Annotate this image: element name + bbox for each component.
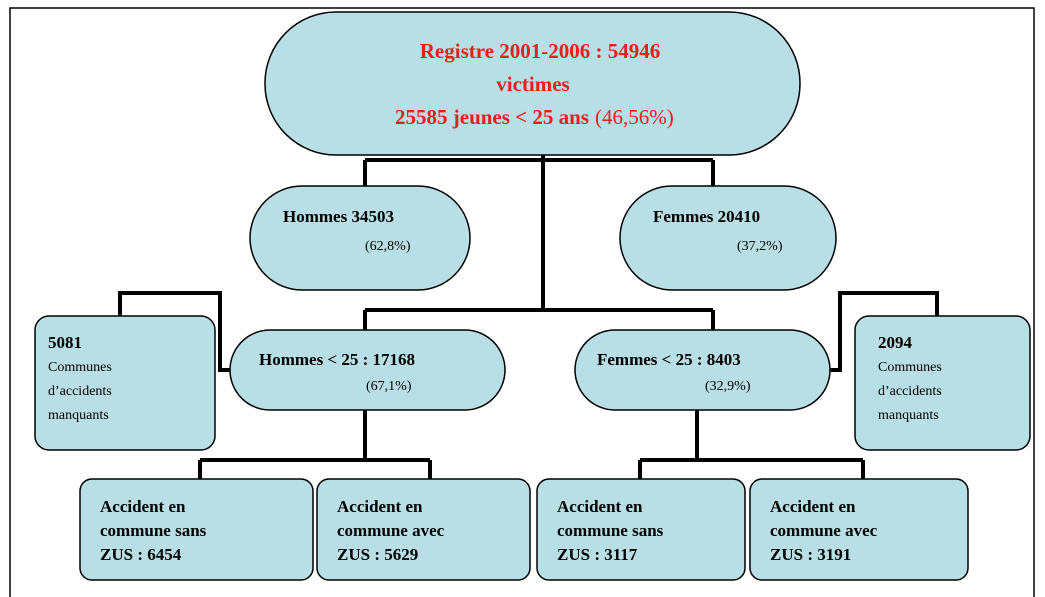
- leaf-line: commune avec: [337, 521, 445, 540]
- leaf-line: commune sans: [100, 521, 207, 540]
- node-number: 5081: [48, 333, 82, 352]
- node-line: Communes: [48, 360, 112, 375]
- root-line: Registre 2001-2006 : 54946: [420, 39, 661, 63]
- node-line: Communes: [878, 360, 942, 375]
- node-percent: (32,9%): [705, 379, 751, 394]
- leaves: Accident en commune sans ZUS : 6454 Acciden…: [79, 478, 969, 581]
- leaf-node: [536, 478, 746, 581]
- node-label: Hommes < 25 : 17168: [259, 350, 415, 369]
- node-label: Hommes 34503: [283, 207, 394, 226]
- root-line: 25585 jeunes < 25 ans: [395, 105, 589, 129]
- root-percent: (46,56%): [595, 105, 674, 129]
- leaf-line: Accident en: [770, 497, 856, 516]
- leaf-line: commune sans: [557, 521, 664, 540]
- women-under-25-node: [574, 329, 831, 411]
- leaf-line: Accident en: [337, 497, 423, 516]
- node-label: Femmes < 25 : 8403: [597, 350, 741, 369]
- node-line: d’accidents: [878, 384, 942, 399]
- leaf-line: Accident en: [557, 497, 643, 516]
- missing-node: [854, 315, 1031, 451]
- leaf-node: [749, 478, 969, 581]
- leaf-node: [79, 478, 314, 581]
- root-line: 25585 jeunes < 25 ans (46,56%): [395, 105, 674, 129]
- node-number: 2094: [878, 333, 913, 352]
- node-line: manquants: [878, 408, 939, 423]
- men-node: [249, 185, 471, 291]
- node-line: d’accidents: [48, 384, 112, 399]
- leaf-line: ZUS : 6454: [100, 545, 182, 564]
- leaf-line: ZUS : 3191: [770, 545, 851, 564]
- men-under-25-node: [229, 329, 506, 411]
- node-line: manquants: [48, 408, 109, 423]
- leaf-line: Accident en: [100, 497, 186, 516]
- node-label: Femmes 20410: [653, 207, 760, 226]
- node-percent: (62,8%): [365, 239, 411, 254]
- root-line: victimes: [496, 72, 569, 96]
- missing-node: [34, 315, 216, 451]
- node-percent: (37,2%): [737, 239, 783, 254]
- root-node: [264, 11, 801, 156]
- frame: [9, 7, 1035, 597]
- leaf-line: ZUS : 5629: [337, 545, 418, 564]
- women-node: [619, 185, 837, 291]
- leaf-line: commune avec: [770, 521, 878, 540]
- node-percent: (67,1%): [366, 379, 412, 394]
- leaf-line: ZUS : 3117: [557, 545, 638, 564]
- leaf-node: [316, 478, 531, 581]
- connectors: [118, 150, 939, 480]
